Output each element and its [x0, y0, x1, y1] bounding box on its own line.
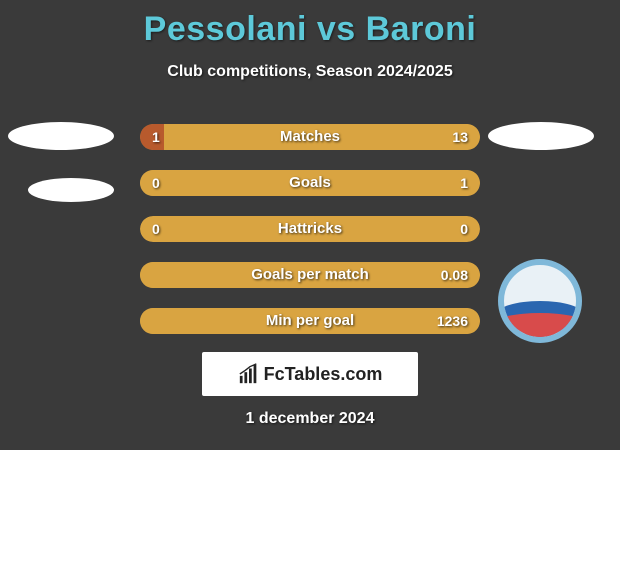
team-left-badge-bottom [28, 178, 114, 202]
stat-value-left: 0 [152, 170, 160, 196]
stat-value-right: 0.08 [441, 262, 468, 288]
stat-value-right: 1236 [437, 308, 468, 334]
page-title: Pessolani vs Baroni [0, 0, 620, 49]
brand-text: FcTables.com [264, 364, 383, 385]
stat-row: Goals per match0.08 [140, 262, 480, 288]
stat-value-left: 1 [152, 124, 160, 150]
stat-value-right: 1 [460, 170, 468, 196]
team-right-badge-top [488, 122, 594, 150]
stat-row: Matches1 13 [140, 124, 480, 150]
comparison-card: Pessolani vs Baroni Club competitions, S… [0, 0, 620, 450]
team-left-badge-top [8, 122, 114, 150]
stat-label: Min per goal [140, 308, 480, 334]
stat-label: Goals [140, 170, 480, 196]
stats-container: Matches113Goals01Hattricks00Goals per ma… [140, 124, 480, 354]
stat-row: Goals0 1 [140, 170, 480, 196]
stat-label: Hattricks [140, 216, 480, 242]
stat-label: Matches [140, 124, 480, 150]
badge-wave-2 [498, 313, 582, 340]
date-label: 1 december 2024 [0, 410, 620, 428]
page-subtitle: Club competitions, Season 2024/2025 [0, 63, 620, 81]
stat-row: Hattricks0 0 [140, 216, 480, 242]
stat-row: Min per goal1236 [140, 308, 480, 334]
team-right-badge-bottom [498, 259, 582, 343]
stat-value-left: 0 [152, 216, 160, 242]
brand-chart-icon [238, 363, 260, 385]
brand-box[interactable]: FcTables.com [202, 352, 418, 396]
stat-label: Goals per match [140, 262, 480, 288]
stat-value-right: 13 [452, 124, 468, 150]
stat-value-right: 0 [460, 216, 468, 242]
